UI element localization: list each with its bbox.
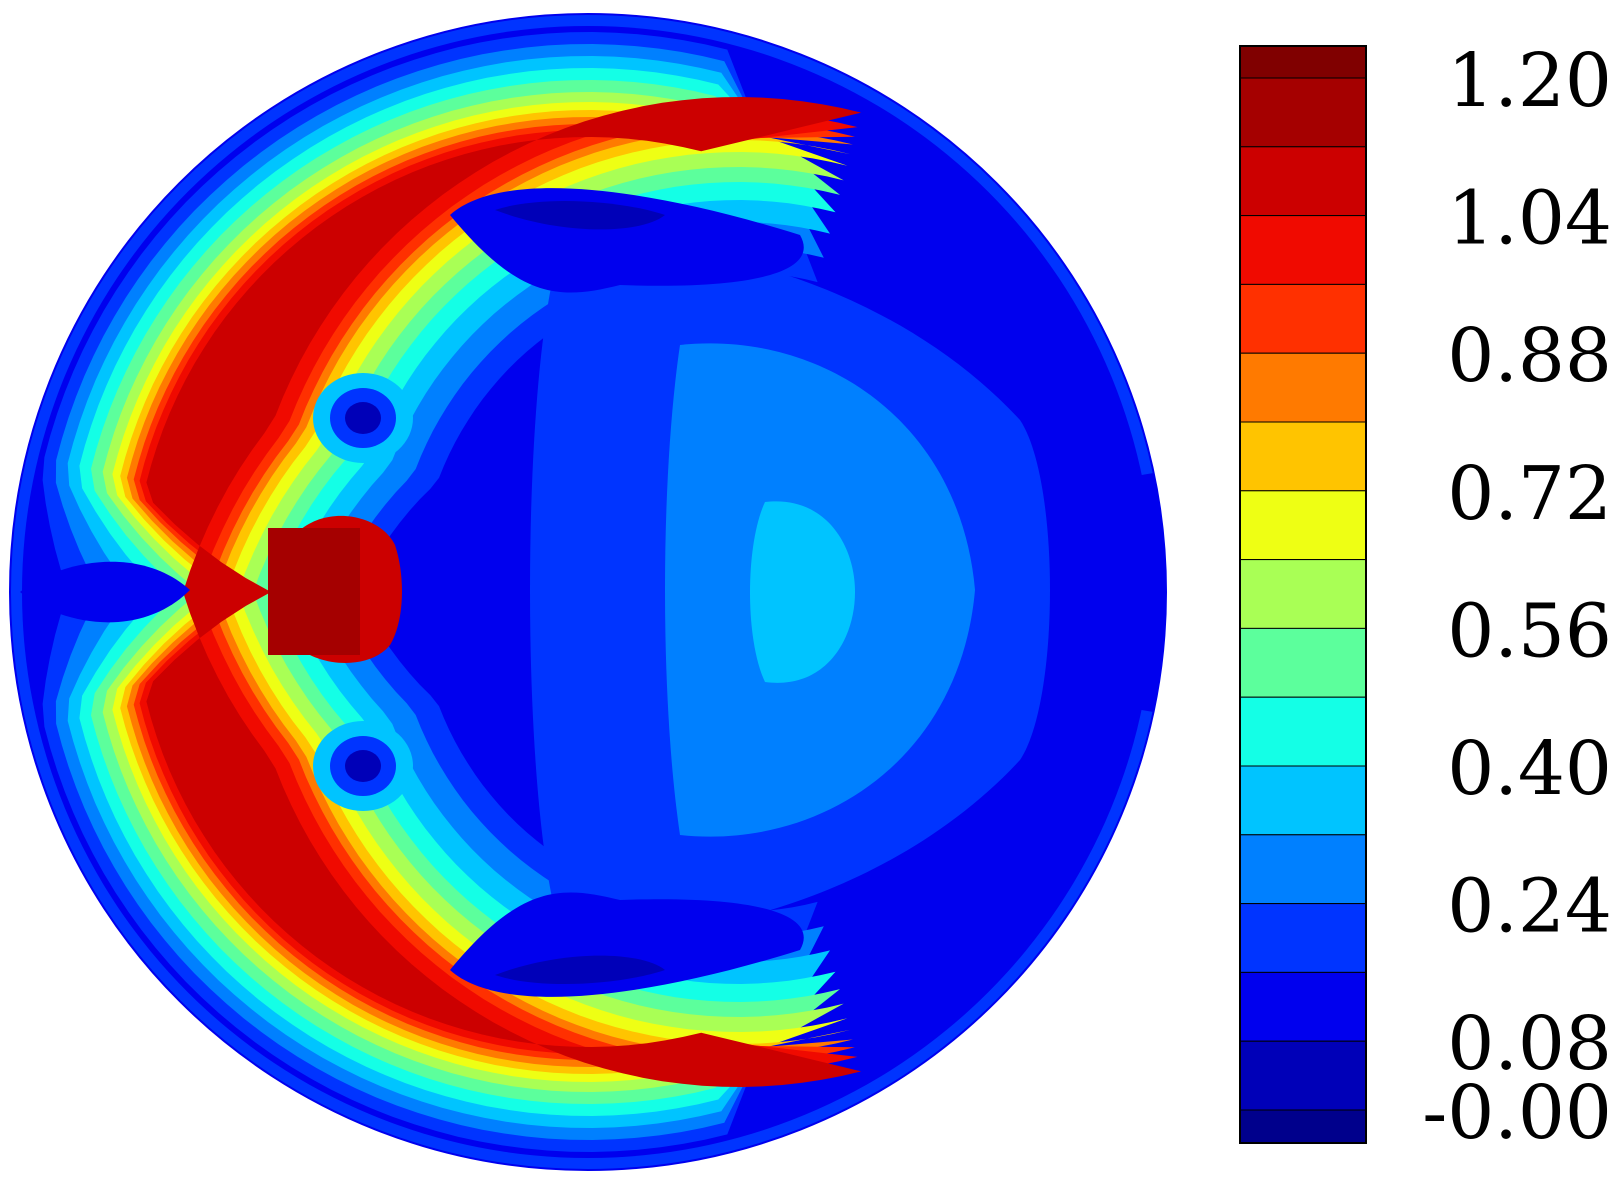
colorbar-level-1 (1239, 77, 1367, 148)
right-central-core (750, 501, 855, 683)
colorbar-level-11 (1239, 765, 1367, 836)
colorbar-level-13 (1239, 903, 1367, 973)
local-minimum-core-1 (345, 750, 381, 782)
colorbar-tick-label: 1.20 (1447, 38, 1612, 124)
colorbar-frame (1239, 45, 1367, 1144)
colorbar-level-16 (1239, 1109, 1367, 1144)
upper-trough-core (495, 200, 665, 230)
colorbar-level-8 (1239, 559, 1367, 629)
colorbar-level-7 (1239, 490, 1367, 561)
lower-trough-core (495, 955, 665, 985)
colorbar-tick-label: 0.88 (1447, 313, 1612, 399)
colorbar-tick-label: 0.24 (1447, 864, 1612, 950)
right-edge-band (1052, 470, 1166, 715)
colorbar (1239, 45, 1367, 1144)
colorbar-level-2 (1239, 146, 1367, 217)
colorbar-tick-label: 0.40 (1447, 726, 1612, 812)
contour-field (10, 14, 1166, 1170)
colorbar-level-15 (1239, 1040, 1367, 1111)
colorbar-level-12 (1239, 834, 1367, 905)
colorbar-level-3 (1239, 215, 1367, 285)
colorbar-level-14 (1239, 971, 1367, 1042)
colorbar-level-0 (1239, 45, 1367, 79)
colorbar-tick-label: 1.04 (1447, 176, 1612, 262)
local-minimum-core-0 (345, 402, 381, 434)
colorbar-level-6 (1239, 421, 1367, 492)
colorbar-level-10 (1239, 696, 1367, 767)
colorbar-tick-label: 0.08 (1447, 1001, 1612, 1087)
colorbar-tick-label: 0.72 (1447, 451, 1612, 537)
colorbar-level-5 (1239, 352, 1367, 423)
contour-band-10 (139, 112, 858, 1072)
crescent-ridge (42, 32, 862, 1152)
colorbar-tick-label: -0.00 (1422, 1070, 1612, 1156)
contour-max-core (268, 528, 360, 655)
colorbar-level-4 (1239, 283, 1367, 354)
colorbar-level-9 (1239, 627, 1367, 698)
domain-boundary (9, 13, 1167, 1171)
colorbar-tick-labels: 1.20 1.04 0.88 0.72 0.56 0.40 0.24 0.08-0.00 (1422, 38, 1612, 1156)
left-edge-notch (20, 561, 190, 623)
colorbar-tick-label: 0.56 (1447, 588, 1612, 674)
interior-region (20, 188, 1166, 997)
